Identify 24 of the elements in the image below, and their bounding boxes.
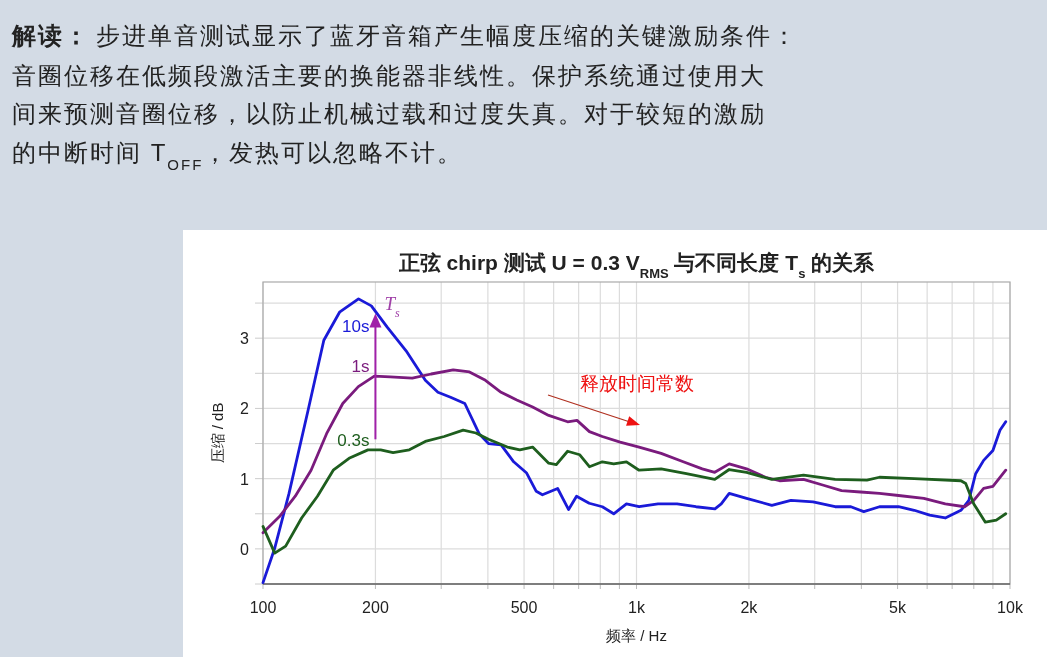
text: 的中断时间 T$_{OFF}$，发热可以忽略不计。 bbox=[12, 139, 464, 173]
x-tick-label: 500 bbox=[510, 599, 538, 616]
y-tick-label: 2 bbox=[240, 400, 250, 418]
x-tick-label: 100 bbox=[249, 599, 277, 616]
text: 步进单音测试显示了蓝牙音箱产生幅度压缩的关键激励条件： bbox=[96, 22, 798, 49]
x-axis-title: 频率 / Hz bbox=[606, 627, 667, 644]
series-label: 0.3s bbox=[337, 431, 370, 451]
x-tick-label: 1k bbox=[628, 599, 646, 616]
series-label: 10s bbox=[342, 316, 370, 336]
annotation: T$_{s}$ bbox=[384, 292, 401, 320]
y-tick-label: 3 bbox=[240, 330, 250, 348]
text: 间来预测音圈位移，以防止机械过载和过度失真。对于较短的激励 bbox=[12, 100, 766, 127]
y-axis-title: 压缩 / dB bbox=[209, 402, 226, 464]
series-label: 1s bbox=[351, 357, 370, 377]
y-tick-label: 0 bbox=[240, 540, 250, 558]
x-tick-label: 10k bbox=[997, 599, 1024, 616]
text: 音圈位移在低频段激活主要的换能器非线性。保护系统通过使用大 bbox=[12, 62, 766, 89]
annotation: 释放时间常数 bbox=[580, 373, 694, 394]
text: 解读： bbox=[11, 22, 90, 49]
chart-title: 正弦 chirp 测试 U = 0.3 V$_{RMS}$ 与不同长度 T$_{s}$ 的关系 bbox=[397, 251, 876, 281]
x-tick-label: 5k bbox=[889, 599, 908, 616]
y-tick-label: 1 bbox=[240, 470, 250, 488]
x-tick-label: 2k bbox=[740, 599, 759, 616]
x-tick-label: 200 bbox=[362, 599, 389, 616]
